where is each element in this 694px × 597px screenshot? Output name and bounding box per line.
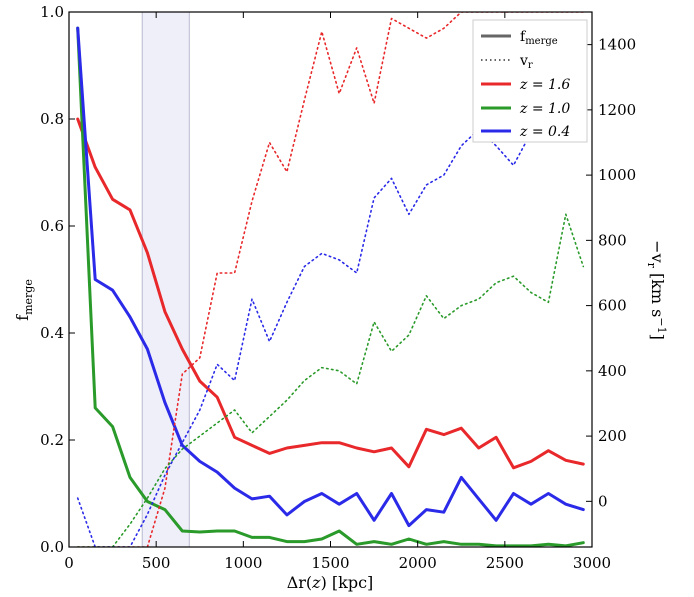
x-tick-label: 1000 <box>224 554 262 572</box>
legend-box <box>472 19 588 143</box>
legend-label-z04: z = 0.4 <box>519 124 570 140</box>
x-tick-label: 500 <box>142 554 171 572</box>
legend-label-z10: z = 1.0 <box>519 101 570 117</box>
y-left-tick-label: 0.4 <box>40 324 64 342</box>
y-right-tick-label: 200 <box>598 427 627 445</box>
legend-label-z16: z = 1.6 <box>519 77 570 93</box>
y-right-tick-label: 1000 <box>598 166 636 184</box>
y-left-tick-label: 0.6 <box>40 217 64 235</box>
y-right-tick-label: 800 <box>598 231 627 249</box>
x-axis-label: Δr(z) [kpc] <box>287 573 374 592</box>
y-axis-right-ticks: 0 200 400 600 800 1000 1200 1400 <box>586 36 636 510</box>
y-right-tick-label: 400 <box>598 362 627 380</box>
x-axis-ticks: 0 500 1000 1500 2000 2500 3000 <box>64 12 611 572</box>
y-left-tick-label: 1.0 <box>40 3 64 21</box>
vr-lines <box>76 12 585 547</box>
y-right-tick-label: 1400 <box>598 36 636 54</box>
x-tick-label: 2500 <box>486 554 524 572</box>
y-axis-left-ticks: 0.0 0.2 0.4 0.6 0.8 1.0 <box>40 3 75 556</box>
y-right-tick-label: 0 <box>598 492 608 510</box>
vr-line-z-0-4 <box>76 69 585 547</box>
x-tick-label: 3000 <box>573 554 611 572</box>
x-tick-label: 2000 <box>399 554 437 572</box>
shaded-band <box>141 11 190 548</box>
f-merge-line-z-0-4 <box>76 26 585 528</box>
y-right-tick-label: 600 <box>598 297 627 315</box>
x-tick-label: 0 <box>64 554 74 572</box>
legend: fmerge vr z = 1.6 z = 1.0 z = 0.4 <box>472 19 588 143</box>
f-merge-line-z-1-6 <box>76 117 585 470</box>
vr-line-z-1-0 <box>76 213 585 547</box>
y-left-tick-label: 0.0 <box>40 538 64 556</box>
y-right-tick-label: 1200 <box>598 101 636 119</box>
y-left-tick-label: 0.8 <box>40 110 64 128</box>
vr-line-z-1-6 <box>76 12 585 547</box>
f-merge-line-z-1-0 <box>76 26 585 547</box>
f-merge-lines <box>76 26 585 547</box>
y-left-tick-label: 0.2 <box>40 431 64 449</box>
x-tick-label: 1500 <box>311 554 349 572</box>
